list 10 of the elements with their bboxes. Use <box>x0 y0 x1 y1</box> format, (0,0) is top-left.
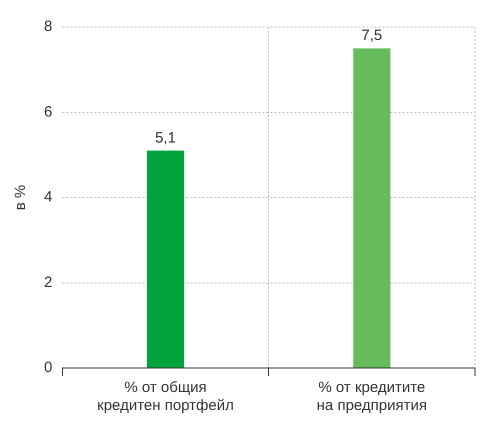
y-tick-label: 2 <box>44 274 52 291</box>
x-tick-label: % от общия кредитен портфейл <box>97 379 234 414</box>
y-tick-label: 4 <box>44 188 52 206</box>
x-tick-label: % от кредитите на предприятия <box>316 379 428 414</box>
data-label: 5,1 <box>155 129 176 146</box>
y-axis-title: в % <box>12 184 30 210</box>
y-tick-label: 0 <box>44 359 52 376</box>
y-tick-label: 8 <box>44 18 52 36</box>
y-tick-label: 6 <box>44 103 52 120</box>
data-label: 7,5 <box>361 26 382 44</box>
